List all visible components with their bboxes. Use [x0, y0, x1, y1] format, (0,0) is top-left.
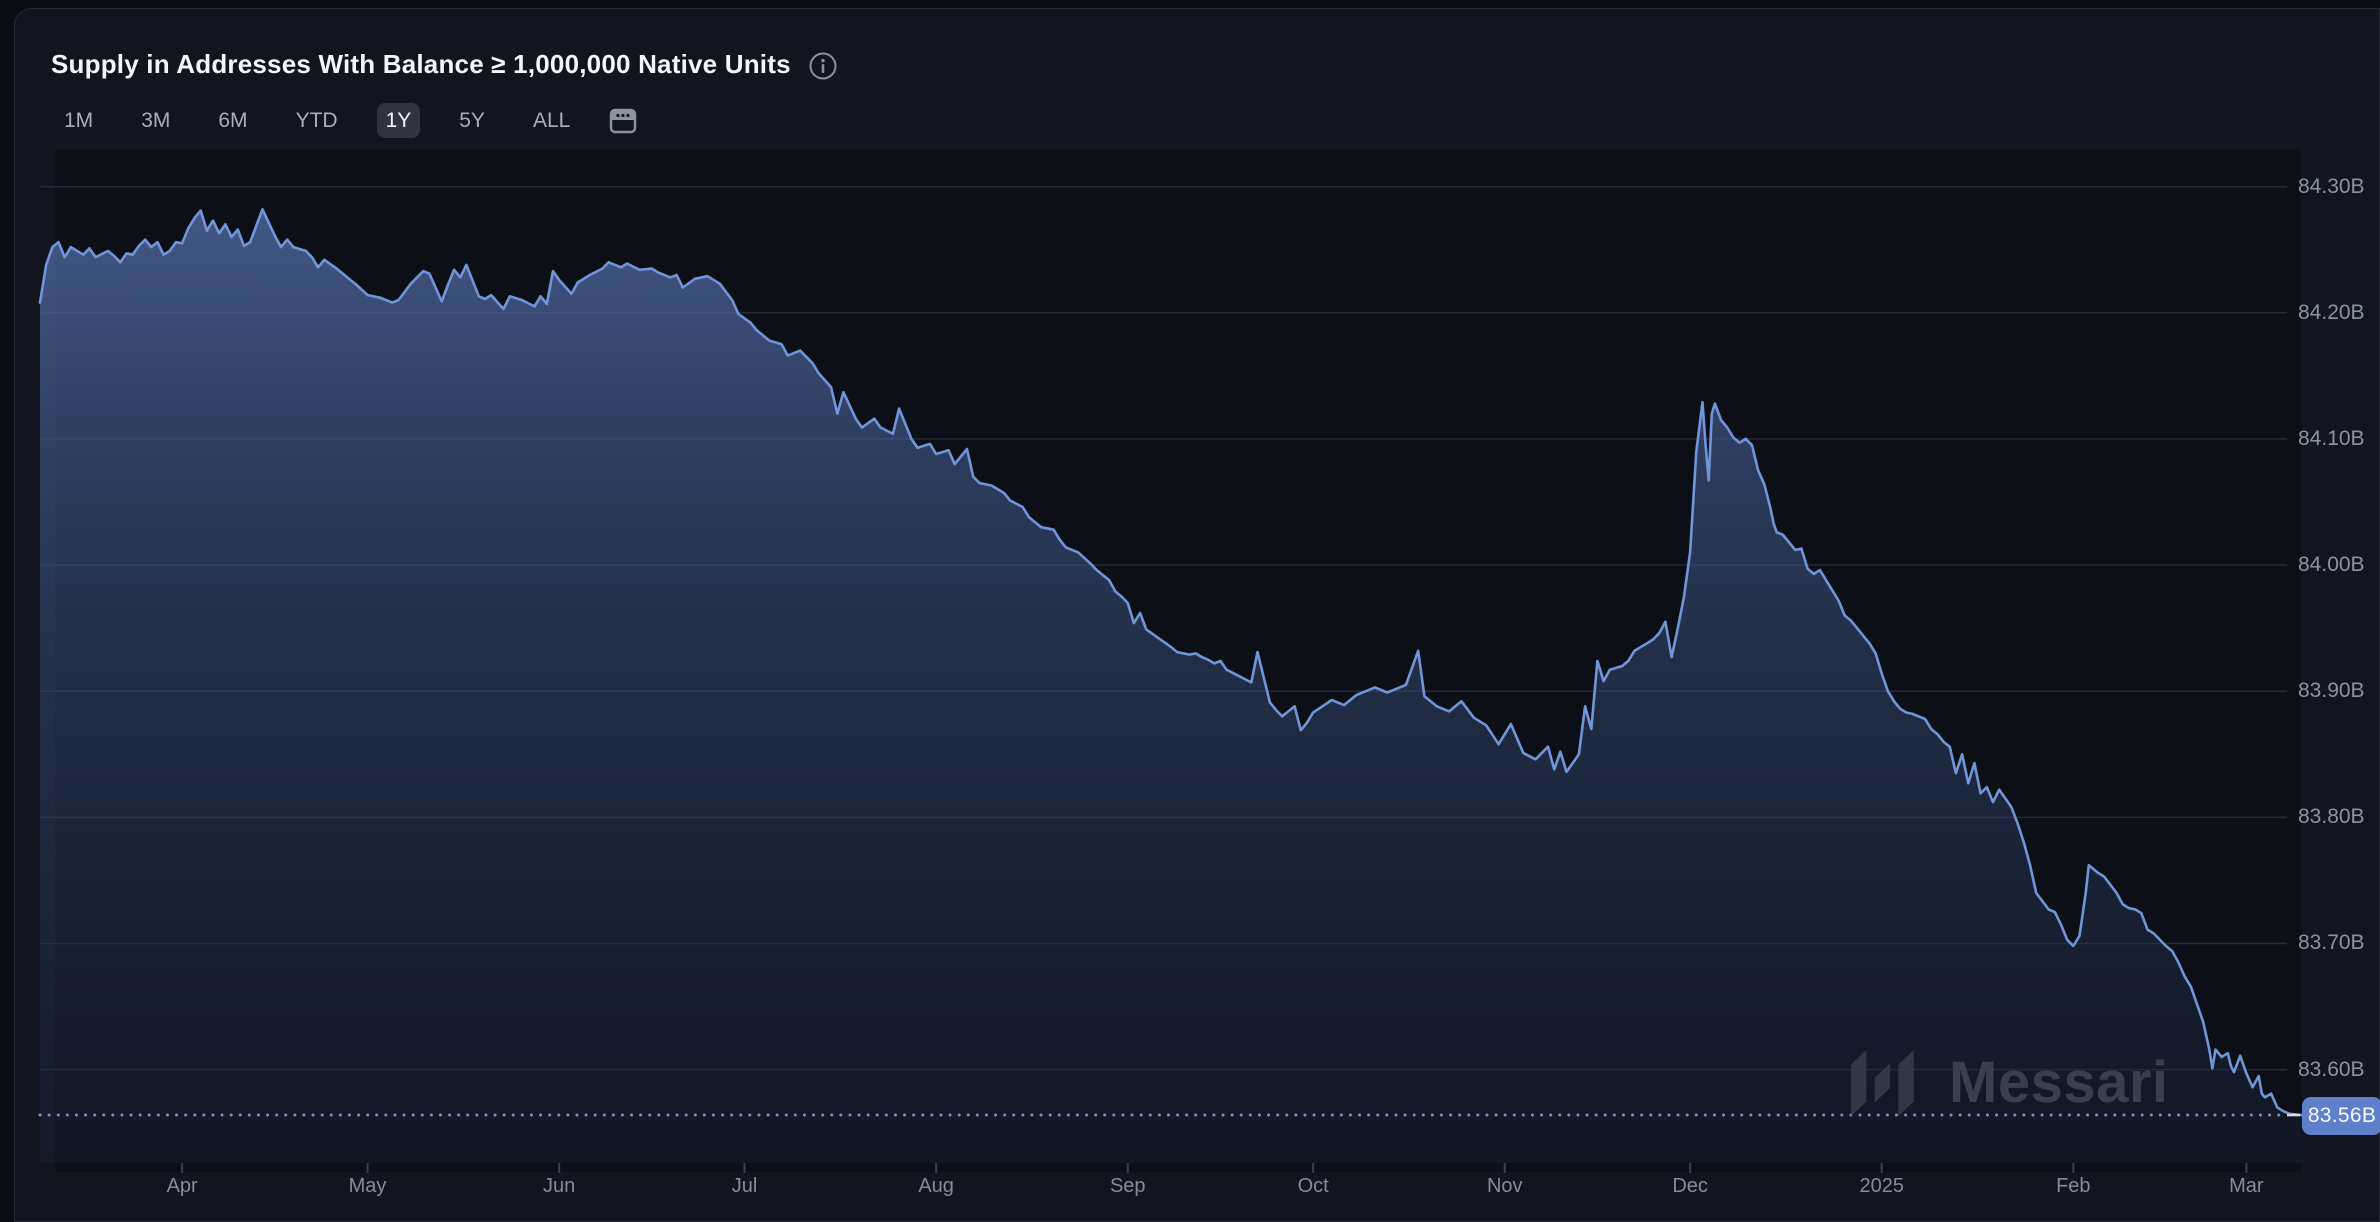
x-axis-label: Mar [2229, 1175, 2264, 1197]
range-6m-button[interactable]: 6M [209, 103, 256, 138]
y-axis-label: 83.90B [2298, 679, 2365, 703]
x-axis-label: Aug [918, 1175, 954, 1197]
range-1m-button[interactable]: 1M [55, 103, 102, 138]
calendar-icon [610, 108, 637, 134]
chart-header: Supply in Addresses With Balance ≥ 1,000… [51, 49, 837, 80]
y-axis-label: 83.60B [2298, 1057, 2365, 1081]
line-series [38, 208, 2304, 1117]
messari-logo-icon [1850, 1049, 1914, 1116]
x-axis-label: Dec [1672, 1175, 1708, 1197]
watermark: Messari [1849, 1049, 2169, 1116]
range-1y-button[interactable]: 1Y [376, 102, 421, 138]
x-axis-label: Sep [1109, 1175, 1146, 1197]
x-axis-label: May [348, 1175, 387, 1197]
x-axis-label: 2025 [1859, 1175, 1904, 1197]
page-title: Supply in Addresses With Balance ≥ 1,000… [51, 49, 791, 79]
y-axis-label: 83.80B [2298, 805, 2365, 829]
calendar-button[interactable] [609, 101, 637, 139]
y-axis-label: 83.70B [2298, 931, 2365, 955]
range-all-button[interactable]: ALL [524, 103, 579, 138]
x-axis-label: Feb [2056, 1175, 2091, 1197]
range-5y-button[interactable]: 5Y [450, 103, 494, 138]
area-series [40, 209, 2302, 1164]
range-3m-button[interactable]: 3M [132, 103, 179, 138]
y-axis-label: 84.00B [2298, 553, 2365, 577]
x-axis-label: Nov [1486, 1175, 1523, 1197]
y-axis-label: 84.20B [2298, 300, 2365, 324]
current-value-badge: 83.56B [2302, 1097, 2380, 1136]
y-axis-label: 84.30B [2298, 174, 2365, 198]
x-axis-label: Apr [166, 1175, 198, 1197]
range-selector: 1M 3M 6M YTD 1Y 5Y ALL [55, 101, 637, 139]
range-ytd-button[interactable]: YTD [287, 103, 347, 138]
x-axis-label: Oct [1297, 1175, 1329, 1197]
x-axis-label: Jun [543, 1175, 576, 1197]
info-icon[interactable] [809, 52, 837, 80]
y-axis-label: 84.10B [2298, 426, 2365, 450]
x-axis-label: Jul [731, 1175, 758, 1197]
watermark-text: Messari [1949, 1050, 2169, 1115]
